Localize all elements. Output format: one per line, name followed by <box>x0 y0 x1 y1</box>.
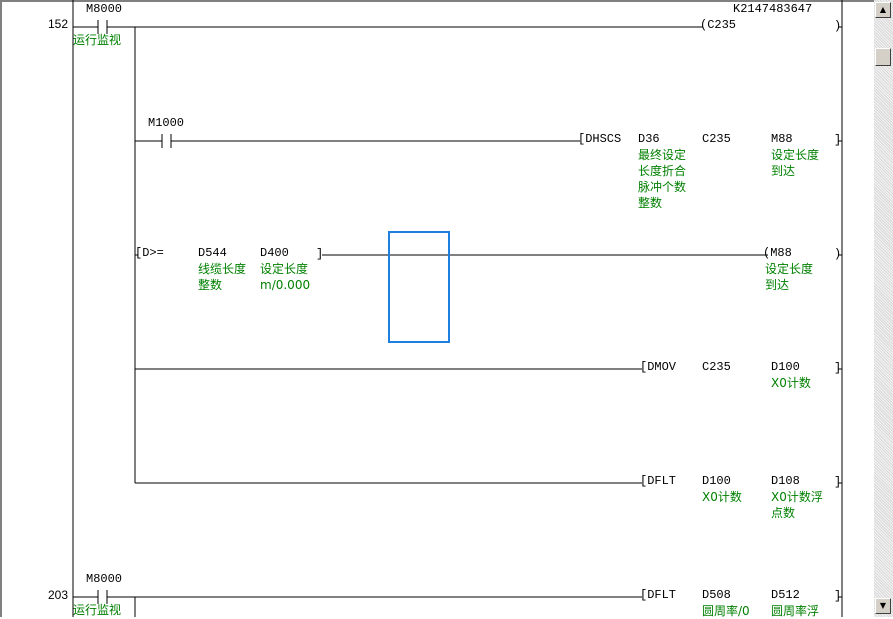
scroll-up-button[interactable]: ▲ <box>875 2 891 18</box>
operand-comment: 整数 <box>638 196 663 210</box>
step-number: 152 <box>47 17 68 31</box>
device-comment: 运行监视 <box>73 33 122 47</box>
instruction-close: ] <box>834 361 842 375</box>
step-number: 203 <box>47 588 68 602</box>
scroll-down-button[interactable]: ▼ <box>875 598 891 614</box>
operand-comment: m/0.000 <box>260 278 311 292</box>
contact-device[interactable]: M8000 <box>86 572 123 586</box>
operand[interactable]: D36 <box>638 132 660 146</box>
compare-instruction[interactable]: [D>= <box>135 246 164 260</box>
operand-comment: 整数 <box>198 278 223 292</box>
instruction-close: ] <box>834 133 842 147</box>
operand-comment: 圆周率/0 <box>702 604 750 618</box>
operand-comment: 圆周率浮 <box>771 604 820 618</box>
device-comment: 运行监视 <box>73 603 122 617</box>
operand[interactable]: D100 <box>702 474 731 488</box>
operand[interactable]: D512 <box>771 588 800 602</box>
contact-device[interactable]: M8000 <box>86 2 123 16</box>
operand[interactable]: D508 <box>702 588 731 602</box>
instruction-close: ] <box>834 475 842 489</box>
operand[interactable]: M88 <box>771 132 793 146</box>
contact-device[interactable]: M1000 <box>148 116 185 130</box>
scroll-thumb[interactable] <box>875 48 891 66</box>
operand-comment: X0计数浮 <box>771 490 823 504</box>
operand-comment: 最终设定 <box>638 148 687 162</box>
coil-set-value: K2147483647 <box>733 2 813 16</box>
instruction-close: ] <box>834 589 842 603</box>
operand[interactable]: D100 <box>771 360 800 374</box>
compare-close: ] <box>316 247 324 261</box>
edit-cursor <box>388 231 450 343</box>
operand-comment: 点数 <box>771 506 796 520</box>
operand[interactable]: D400 <box>260 246 289 260</box>
operand-comment: 到达 <box>771 164 796 178</box>
coil-comment: 设定长度 <box>765 262 814 276</box>
coil-device[interactable]: (M88 <box>763 246 792 260</box>
arrow-up-icon: ▲ <box>879 5 887 14</box>
operand[interactable]: C235 <box>702 132 731 146</box>
coil-close: ) <box>834 247 842 261</box>
operand[interactable]: C235 <box>702 360 731 374</box>
coil-close: ) <box>834 19 842 33</box>
operand[interactable]: D544 <box>198 246 227 260</box>
instruction[interactable]: [DMOV <box>640 360 677 374</box>
vertical-scrollbar[interactable]: ▲ ▼ <box>874 0 893 617</box>
operand-comment: X0计数 <box>771 376 811 390</box>
operand-comment: 脉冲个数 <box>638 180 687 194</box>
operand-comment: X0计数 <box>702 490 742 504</box>
instruction[interactable]: [DHSCS <box>578 132 622 146</box>
coil-comment: 到达 <box>765 278 790 292</box>
operand-comment: 设定长度 <box>260 262 309 276</box>
instruction[interactable]: [DFLT <box>640 474 677 488</box>
operand-comment: 设定长度 <box>771 148 820 162</box>
operand-comment: 线缆长度 <box>198 262 247 276</box>
instruction[interactable]: [DFLT <box>640 588 677 602</box>
operand-comment: 长度折合 <box>638 164 687 178</box>
operand[interactable]: D108 <box>771 474 800 488</box>
coil-device[interactable]: (C235 <box>700 18 737 32</box>
arrow-down-icon: ▼ <box>879 601 887 610</box>
